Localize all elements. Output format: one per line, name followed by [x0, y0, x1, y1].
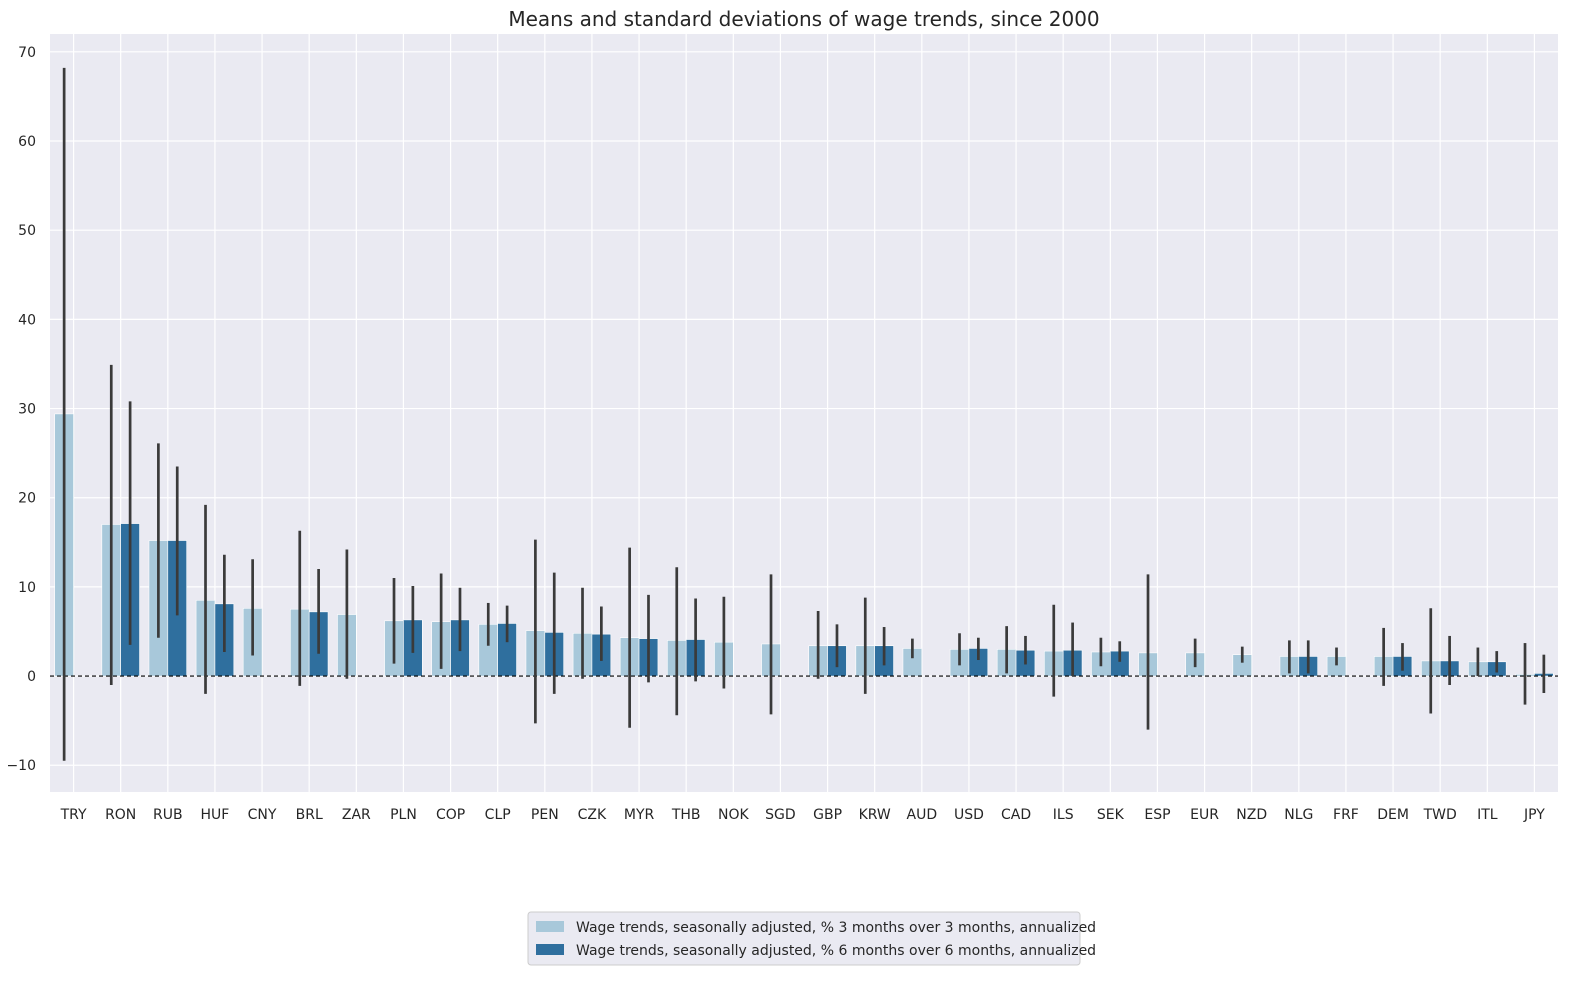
legend: Wage trends, seasonally adjusted, % 3 mo…: [527, 911, 1096, 966]
legend-label-series-2: Wage trends, seasonally adjusted, % 6 mo…: [576, 943, 1096, 959]
y-tick-label: 30: [18, 402, 36, 418]
y-tick-label: 40: [18, 312, 36, 328]
legend-box: [527, 911, 1081, 966]
x-tick-label: NLG: [1284, 807, 1313, 823]
x-tick-label: THB: [671, 807, 701, 823]
x-tick-label: HUF: [201, 807, 230, 823]
legend-swatch-series-1: [536, 921, 564, 932]
x-tick-label: CLP: [485, 807, 511, 823]
x-tick-label: PEN: [531, 807, 559, 823]
x-tick-label: BRL: [296, 807, 323, 823]
x-tick-label: NZD: [1236, 807, 1267, 823]
y-tick-label: 70: [18, 45, 36, 61]
x-tick-label: RUB: [153, 807, 183, 823]
x-tick-label: CZK: [578, 807, 607, 823]
x-tick-label: SGD: [765, 807, 796, 823]
x-tick-label: PLN: [390, 807, 417, 823]
y-tick-label: −10: [6, 758, 36, 774]
legend-label-series-1: Wage trends, seasonally adjusted, % 3 mo…: [576, 920, 1096, 936]
x-tick-label: ESP: [1144, 807, 1170, 823]
x-tick-label: GBP: [813, 807, 842, 823]
y-tick-label: 20: [18, 491, 36, 507]
x-tick-label: MYR: [624, 807, 655, 823]
x-tick-label: COP: [436, 807, 465, 823]
y-tick-label: 0: [27, 669, 36, 685]
x-tick-label: JPY: [1523, 807, 1545, 823]
x-tick-label: FRF: [1333, 807, 1359, 823]
plot-area: [50, 34, 1558, 792]
chart-title: Means and standard deviations of wage tr…: [508, 7, 1099, 31]
x-tick-label: NOK: [718, 807, 749, 823]
x-tick-label: EUR: [1190, 807, 1219, 823]
x-tick-label: KRW: [859, 807, 891, 823]
x-tick-label: TWD: [1423, 807, 1457, 823]
x-tick-label: AUD: [907, 807, 938, 823]
x-tick-label: CNY: [248, 807, 277, 823]
y-tick-label: 50: [18, 223, 36, 239]
x-tick-label: USD: [954, 807, 984, 823]
y-tick-label: 60: [18, 134, 36, 150]
x-tick-label: DEM: [1377, 807, 1409, 823]
y-tick-label: 10: [18, 580, 36, 596]
x-tick-label: ZAR: [342, 807, 371, 823]
x-tick-label: ILS: [1053, 807, 1074, 823]
x-tick-label: TRY: [60, 807, 87, 823]
legend-swatch-series-2: [536, 944, 564, 955]
x-tick-label: SEK: [1097, 807, 1125, 823]
x-tick-label: RON: [105, 807, 136, 823]
x-tick-label: CAD: [1001, 807, 1031, 823]
x-tick-label: ITL: [1477, 807, 1498, 823]
